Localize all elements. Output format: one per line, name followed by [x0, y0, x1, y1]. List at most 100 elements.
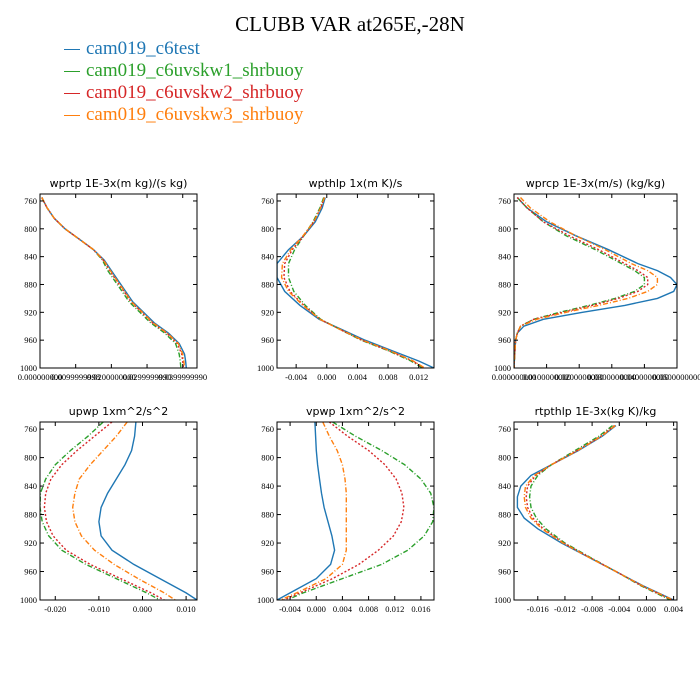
y-tick-label: 800	[498, 453, 511, 463]
series-line	[523, 425, 674, 600]
y-tick-label: 760	[24, 424, 37, 434]
y-tick-label: 880	[261, 279, 274, 289]
x-tick-label: 0.010	[177, 604, 196, 614]
y-tick-label: 800	[261, 453, 274, 463]
x-tick-label: -0.016	[527, 604, 549, 614]
y-tick-label: 760	[261, 424, 274, 434]
series-line	[286, 422, 434, 600]
y-tick-label: 1000	[257, 363, 274, 373]
series-line	[516, 425, 674, 600]
series-line	[41, 197, 182, 368]
legend-label: cam019_c6test	[86, 38, 200, 59]
x-tick-label: 0.0500000000	[653, 372, 700, 382]
x-tick-label: 0.0400000000	[620, 372, 669, 382]
x-tick-label: -0.008	[581, 604, 603, 614]
x-tick-label: 0.0200000000	[555, 372, 604, 382]
y-tick-label: 880	[261, 510, 274, 520]
panel-6: rtpthlp 1E-3x(kg K)/kg 760 800 840 880 920 960…	[494, 405, 684, 614]
x-tick-label: 0.0100000000	[522, 372, 571, 382]
legend-item: cam019_c6uvskw1_shrbuoy	[64, 60, 303, 82]
series-line	[514, 197, 677, 368]
y-tick-label: 800	[24, 224, 37, 234]
series-line	[277, 197, 434, 368]
x-tick-label: 0.0300000000	[587, 372, 636, 382]
y-tick-label: 960	[24, 567, 37, 577]
y-tick-label: 1000	[494, 363, 511, 373]
panel-3: wprcp 1E-3x(m/s) (kg/kg) 760 800 840 880 920 9…	[492, 177, 700, 382]
legend-label: cam019_c6uvskw1_shrbuoy	[86, 60, 304, 81]
x-tick-label: 0.016	[411, 604, 430, 614]
series-line	[283, 422, 405, 600]
x-tick-label: 0.004	[348, 372, 368, 382]
series-line	[277, 422, 336, 600]
y-tick-label: 760	[498, 424, 511, 434]
series-line	[514, 197, 659, 368]
panel-4: upwp 1xm^2/s^2 760 800 840 880 920 960 1000 -0.0…	[20, 405, 198, 614]
x-tick-label: 0.000000000	[492, 372, 537, 382]
y-tick-label: 880	[24, 510, 37, 520]
panel-2: wpthlp 1x(m K)/s 760 800 840 880 920 960 1000 -0…	[257, 177, 435, 382]
x-tick-label: 0.000	[637, 604, 656, 614]
y-tick-label: 880	[498, 279, 511, 289]
y-tick-label: 1000	[257, 595, 274, 605]
x-tick-label: 0.012	[409, 372, 428, 382]
series-line	[287, 197, 423, 368]
x-tick-label: -0.010	[88, 604, 110, 614]
legend-swatch	[64, 71, 80, 73]
x-tick-label: -0.004	[285, 372, 308, 382]
y-tick-label: 920	[261, 307, 274, 317]
x-tick-label: 0.004	[333, 604, 353, 614]
legend-swatch	[64, 115, 80, 117]
series-line	[280, 197, 426, 368]
y-tick-label: 880	[498, 510, 511, 520]
panel-title: wpthlp 1x(m K)/s	[309, 177, 403, 190]
x-tick-label: 0.000	[133, 604, 152, 614]
y-tick-label: 800	[498, 224, 511, 234]
panel-title: wprcp 1E-3x(m/s) (kg/kg)	[526, 177, 665, 190]
legend-swatch	[64, 93, 80, 95]
panel-title: rtpthlp 1E-3x(kg K)/kg	[535, 405, 657, 418]
x-tick-label: 0.000	[317, 372, 336, 382]
y-tick-label: 960	[498, 335, 511, 345]
plot-frame	[39, 193, 198, 369]
x-tick-label: -0.020	[44, 604, 66, 614]
panel-title: wprtp 1E-3x(m kg)/(s kg)	[50, 177, 188, 190]
x-tick-label: -0.012	[554, 604, 576, 614]
series-line	[528, 425, 671, 600]
y-tick-label: 920	[261, 538, 274, 548]
plot-frame	[276, 421, 435, 601]
panel-title: vpwp 1xm^2/s^2	[306, 405, 405, 418]
series-line	[514, 197, 649, 368]
series-line	[514, 197, 646, 368]
x-tick-label: 0.004	[664, 604, 684, 614]
panel-1: wprtp 1E-3x(m kg)/(s kg) 760 800 840 880 920 9…	[18, 177, 207, 382]
legend-item: cam019_c6uvskw3_shrbuoy	[64, 104, 303, 126]
y-tick-label: 960	[261, 567, 274, 577]
series-line	[43, 422, 165, 600]
series-line	[525, 425, 673, 600]
chart-title: CLUBB VAR at265E,-28N	[235, 12, 465, 36]
series-line	[98, 422, 197, 600]
series-line	[41, 197, 186, 368]
y-tick-label: 760	[498, 196, 511, 206]
legend-label: cam019_c6uvskw3_shrbuoy	[86, 104, 304, 125]
x-tick-label: 0.0200000000	[87, 372, 136, 382]
legend-label: cam019_c6uvskw2_shrbuoy	[86, 82, 304, 103]
series-line	[280, 422, 347, 600]
y-tick-label: 1000	[20, 363, 37, 373]
y-tick-label: 840	[24, 481, 37, 491]
legend-swatch	[64, 49, 80, 51]
y-tick-label: 840	[498, 481, 511, 491]
plot-frame	[276, 193, 435, 369]
x-tick-label: 0.012	[385, 604, 404, 614]
x-tick-label: 0.0399999990	[158, 372, 207, 382]
y-tick-label: 960	[24, 335, 37, 345]
y-tick-label: 960	[498, 567, 511, 577]
y-tick-label: 960	[261, 335, 274, 345]
x-tick-label: -0.004	[279, 604, 302, 614]
y-tick-label: 920	[498, 538, 511, 548]
series-line	[41, 197, 187, 368]
x-tick-label: 0.008	[378, 372, 397, 382]
plot-frame	[513, 421, 678, 601]
